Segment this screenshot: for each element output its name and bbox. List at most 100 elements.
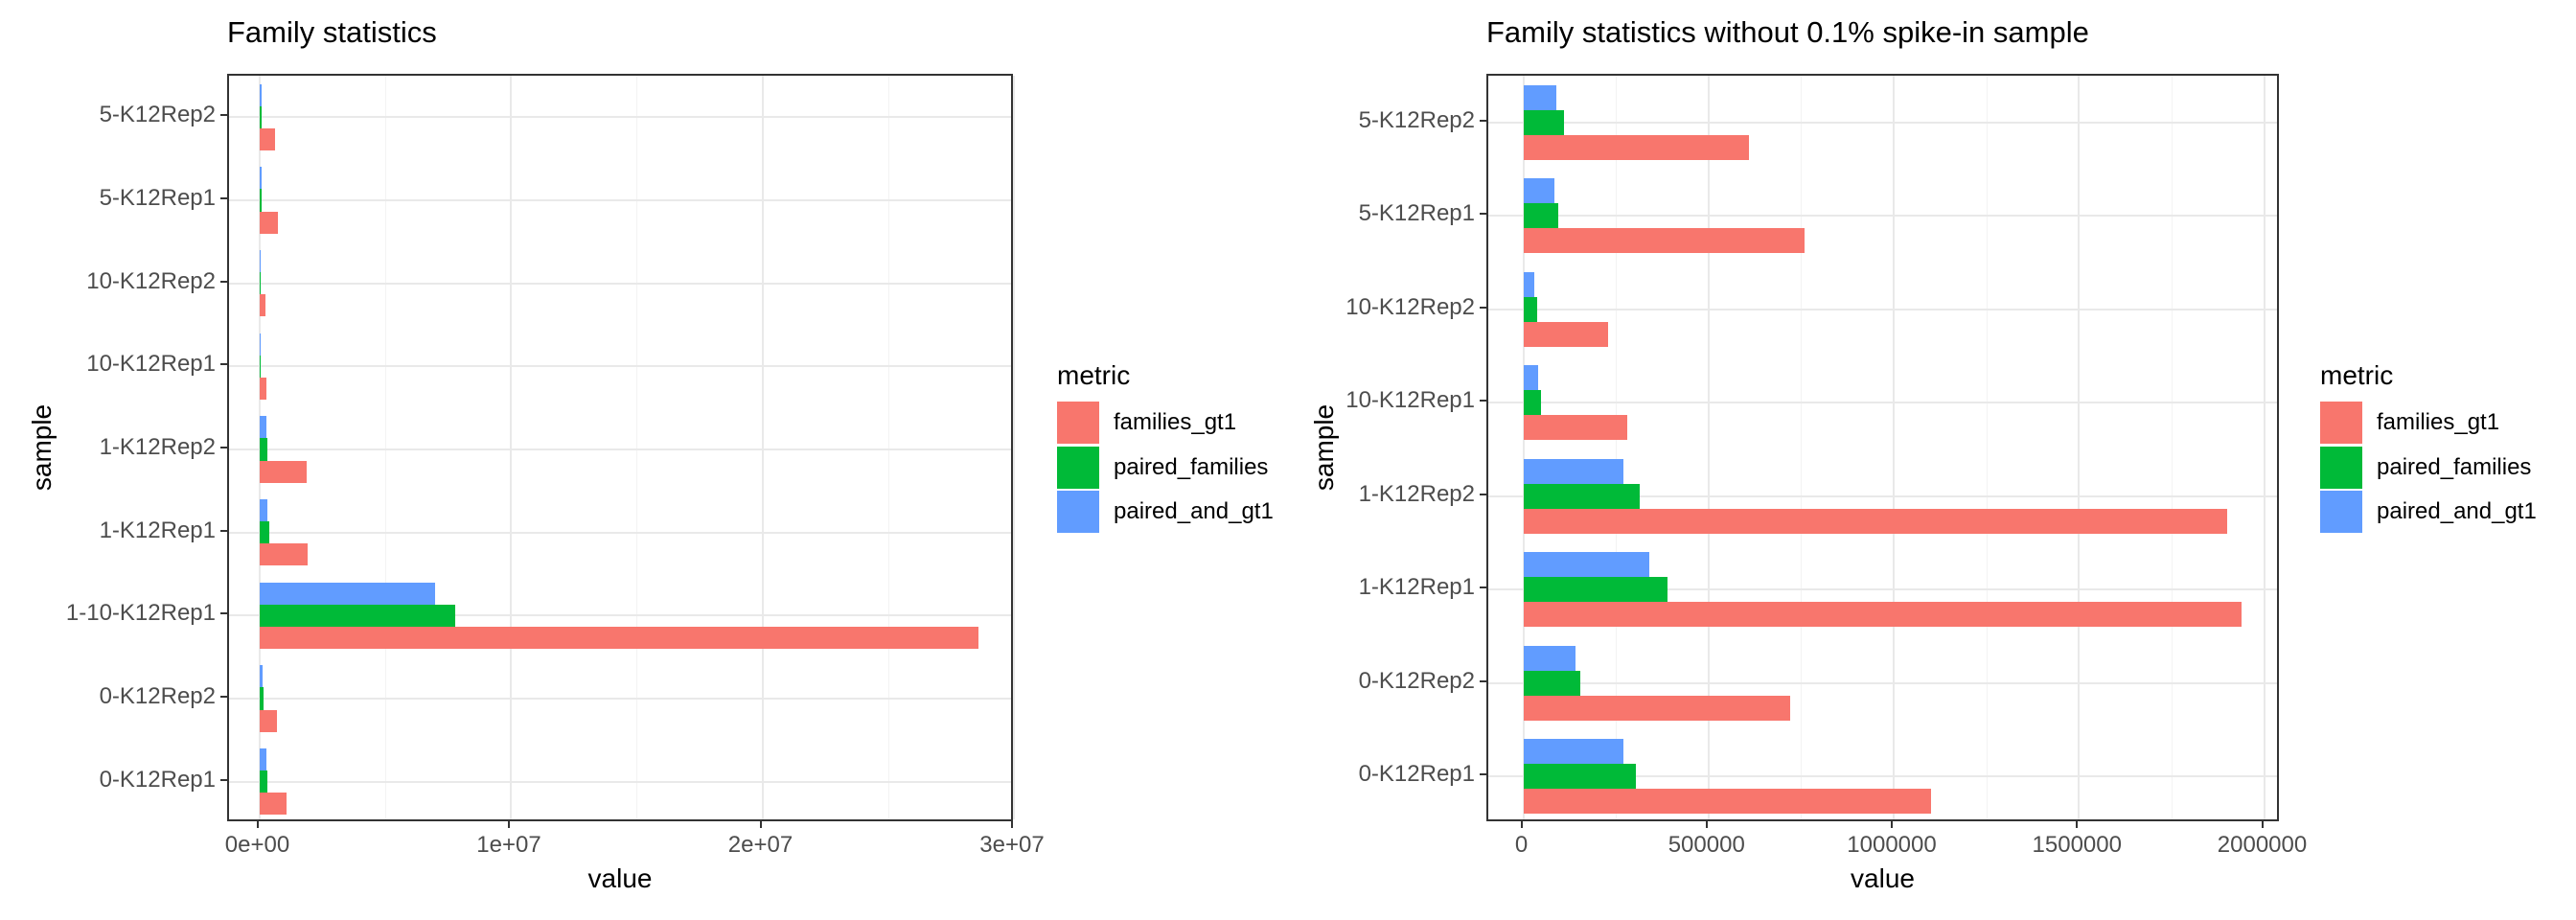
- bar-families_gt1: [259, 294, 265, 317]
- gridline-major-vertical: [761, 76, 764, 819]
- bar-families_gt1: [259, 211, 279, 234]
- x-tick-mark: [1011, 821, 1013, 828]
- bar-families_gt1: [1523, 695, 1790, 721]
- y-tick-label: 5-K12Rep1: [99, 185, 216, 211]
- chart-title: Family statistics: [227, 15, 437, 49]
- legend-label: paired_and_gt1: [2377, 498, 2537, 524]
- bar-families_gt1: [259, 377, 266, 400]
- y-tick-label: 10-K12Rep2: [86, 267, 216, 294]
- gridline-minor-vertical: [384, 76, 386, 819]
- legend-key-paired_families: [2320, 446, 2362, 489]
- y-tick-label: 5-K12Rep2: [99, 102, 216, 128]
- bar-paired_families: [1523, 670, 1581, 696]
- plot-panel: [1486, 74, 2279, 821]
- y-tick-mark: [1480, 493, 1486, 495]
- gridline-minor-vertical: [1616, 76, 1618, 819]
- legend-key-families_gt1: [2320, 402, 2362, 444]
- legend-key-families_gt1: [1057, 402, 1099, 444]
- x-tick-label: 3e+07: [979, 832, 1045, 858]
- x-tick-label: 2000000: [2217, 832, 2308, 858]
- y-tick-mark: [220, 280, 227, 283]
- gridline-major-horizontal: [229, 780, 1011, 783]
- bar-paired_families: [259, 770, 267, 794]
- y-tick-mark: [1480, 679, 1486, 682]
- y-tick-mark: [220, 197, 227, 199]
- bar-paired_families: [259, 272, 261, 295]
- y-tick-mark: [220, 612, 227, 615]
- x-axis-title: value: [587, 863, 653, 893]
- chart-title: Family statistics without 0.1% spike-in …: [1486, 15, 2089, 49]
- gridline-minor-vertical: [2171, 76, 2173, 819]
- y-tick-label: 10-K12Rep2: [1346, 293, 1475, 320]
- x-tick-mark: [1520, 821, 1523, 828]
- y-tick-mark: [220, 778, 227, 781]
- x-tick-label: 0: [1514, 832, 1529, 858]
- legend-title: metric: [1057, 360, 1131, 390]
- bar-paired_families: [1523, 577, 1668, 603]
- y-tick-label: 0-K12Rep1: [99, 766, 216, 793]
- gridline-major-horizontal: [229, 365, 1011, 368]
- x-tick-mark: [1891, 821, 1893, 828]
- y-tick-mark: [1480, 586, 1486, 589]
- bar-paired_families: [1523, 296, 1537, 322]
- bar-paired_and_gt1: [259, 333, 261, 356]
- gridline-major-horizontal: [1488, 588, 2277, 591]
- bar-paired_families: [1523, 203, 1559, 229]
- x-tick-label: 2e+07: [727, 832, 794, 858]
- bar-paired_and_gt1: [1523, 365, 1538, 391]
- y-tick-label: 1-K12Rep2: [99, 434, 216, 460]
- bar-paired_and_gt1: [1523, 271, 1535, 297]
- bar-paired_and_gt1: [259, 83, 262, 106]
- x-tick-mark: [759, 821, 762, 828]
- legend-title: metric: [2320, 360, 2394, 390]
- gridline-major-vertical: [1013, 76, 1015, 819]
- legend-label: paired_families: [1114, 453, 1269, 480]
- bar-families_gt1: [259, 709, 278, 732]
- y-tick-mark: [1480, 773, 1486, 776]
- bar-paired_families: [259, 189, 262, 212]
- y-tick-mark: [220, 114, 227, 117]
- gridline-major-horizontal: [1488, 308, 2277, 310]
- gridline-major-horizontal: [1488, 681, 2277, 684]
- gridline-major-horizontal: [1488, 494, 2277, 497]
- gridline-major-horizontal: [1488, 121, 2277, 124]
- bar-families_gt1: [259, 543, 309, 566]
- bar-paired_families: [1523, 764, 1637, 790]
- bar-families_gt1: [259, 460, 308, 483]
- x-tick-mark: [1705, 821, 1708, 828]
- bar-paired_families: [1523, 483, 1641, 509]
- bar-paired_families: [259, 438, 267, 461]
- bar-families_gt1: [1523, 321, 1609, 347]
- gridline-major-vertical: [510, 76, 512, 819]
- x-tick-mark: [256, 821, 259, 828]
- x-tick-label: 1000000: [1847, 832, 1937, 858]
- gridline-minor-vertical: [1986, 76, 1988, 819]
- y-tick-label: 1-K12Rep1: [99, 517, 216, 543]
- y-axis-title: sample: [27, 403, 57, 492]
- gridline-major-horizontal: [229, 199, 1011, 201]
- y-tick-mark: [1480, 213, 1486, 216]
- bar-paired_and_gt1: [1523, 552, 1649, 578]
- bar-paired_and_gt1: [1523, 645, 1576, 671]
- gridline-major-vertical: [1707, 76, 1710, 819]
- gridline-major-horizontal: [1488, 775, 2277, 778]
- legend-label: paired_and_gt1: [1114, 498, 1274, 524]
- gridline-major-horizontal: [1488, 402, 2277, 404]
- gridline-major-horizontal: [229, 698, 1011, 700]
- x-tick-mark: [508, 821, 510, 828]
- y-tick-label: 0-K12Rep2: [99, 683, 216, 709]
- y-tick-label: 0-K12Rep2: [1358, 667, 1475, 694]
- bar-paired_and_gt1: [259, 250, 261, 273]
- bar-paired_families: [259, 355, 261, 378]
- bar-paired_and_gt1: [259, 582, 436, 605]
- gridline-minor-vertical: [1801, 76, 1803, 819]
- gridline-major-horizontal: [229, 531, 1011, 534]
- y-tick-mark: [220, 363, 227, 366]
- bar-paired_and_gt1: [1523, 178, 1555, 204]
- y-tick-label: 1-K12Rep2: [1358, 480, 1475, 507]
- bar-paired_families: [259, 687, 264, 710]
- bar-families_gt1: [1523, 134, 1750, 160]
- x-tick-label: 500000: [1668, 832, 1745, 858]
- y-tick-mark: [1480, 119, 1486, 122]
- y-tick-label: 5-K12Rep2: [1358, 106, 1475, 133]
